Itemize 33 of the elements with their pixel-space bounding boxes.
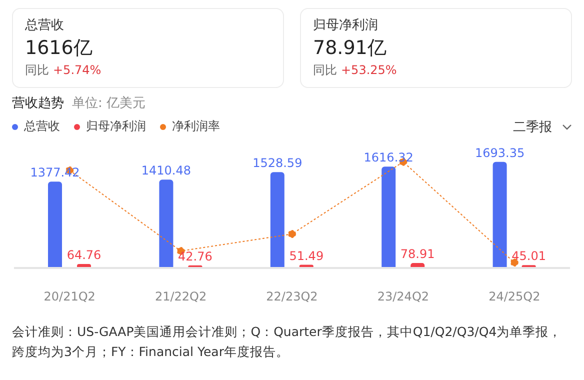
data-label: 42.76	[178, 249, 212, 264]
data-label: 45.01	[512, 249, 546, 264]
x-tick-label: 21/22Q2	[154, 290, 207, 304]
chart-subtitle: 单位: 亿美元	[72, 96, 146, 111]
data-label: 78.91	[400, 247, 435, 262]
text: 同比 +5.74%	[25, 63, 102, 77]
data-label: 1616.32	[364, 150, 414, 165]
legend-label: 总营收	[23, 118, 60, 135]
text: 78.91亿	[313, 37, 386, 59]
x-tick-label: 23/24Q2	[377, 290, 430, 304]
data-label: 64.76	[66, 248, 102, 262]
bar	[382, 166, 396, 268]
chart-title: 营收趋势	[12, 96, 64, 111]
legend-label: 净利润率	[171, 118, 220, 135]
text: 会计准则：US-GAAP美国通用会计准则；Q：Quarter季度报告，其中Q1/Q2/Q3/Q4为单季报，跨度均为3个月；FY：Financial Year年度报告。	[12, 323, 563, 361]
x-tick-label: 24/25Q2	[488, 290, 540, 304]
category-label: 总营收	[25, 17, 65, 35]
bar	[270, 172, 284, 268]
legend-label: 归母净利润	[85, 118, 146, 135]
data-label: 1528.59	[252, 156, 302, 170]
x-tick-label: 22/23Q2	[266, 290, 318, 304]
bar	[492, 162, 507, 268]
text: 1616亿	[25, 37, 92, 59]
bar	[159, 180, 174, 268]
text: 二季报	[513, 119, 553, 136]
text: 同比 +53.25%	[313, 63, 397, 77]
point	[288, 230, 296, 238]
data-label: 1693.35	[474, 146, 525, 160]
bar	[48, 182, 62, 268]
data-label: 51.49	[289, 248, 324, 263]
x-tick-label: 20/21Q2	[44, 290, 96, 304]
data-label: 1410.48	[141, 164, 192, 178]
category-label: 归母净利润	[313, 17, 379, 35]
